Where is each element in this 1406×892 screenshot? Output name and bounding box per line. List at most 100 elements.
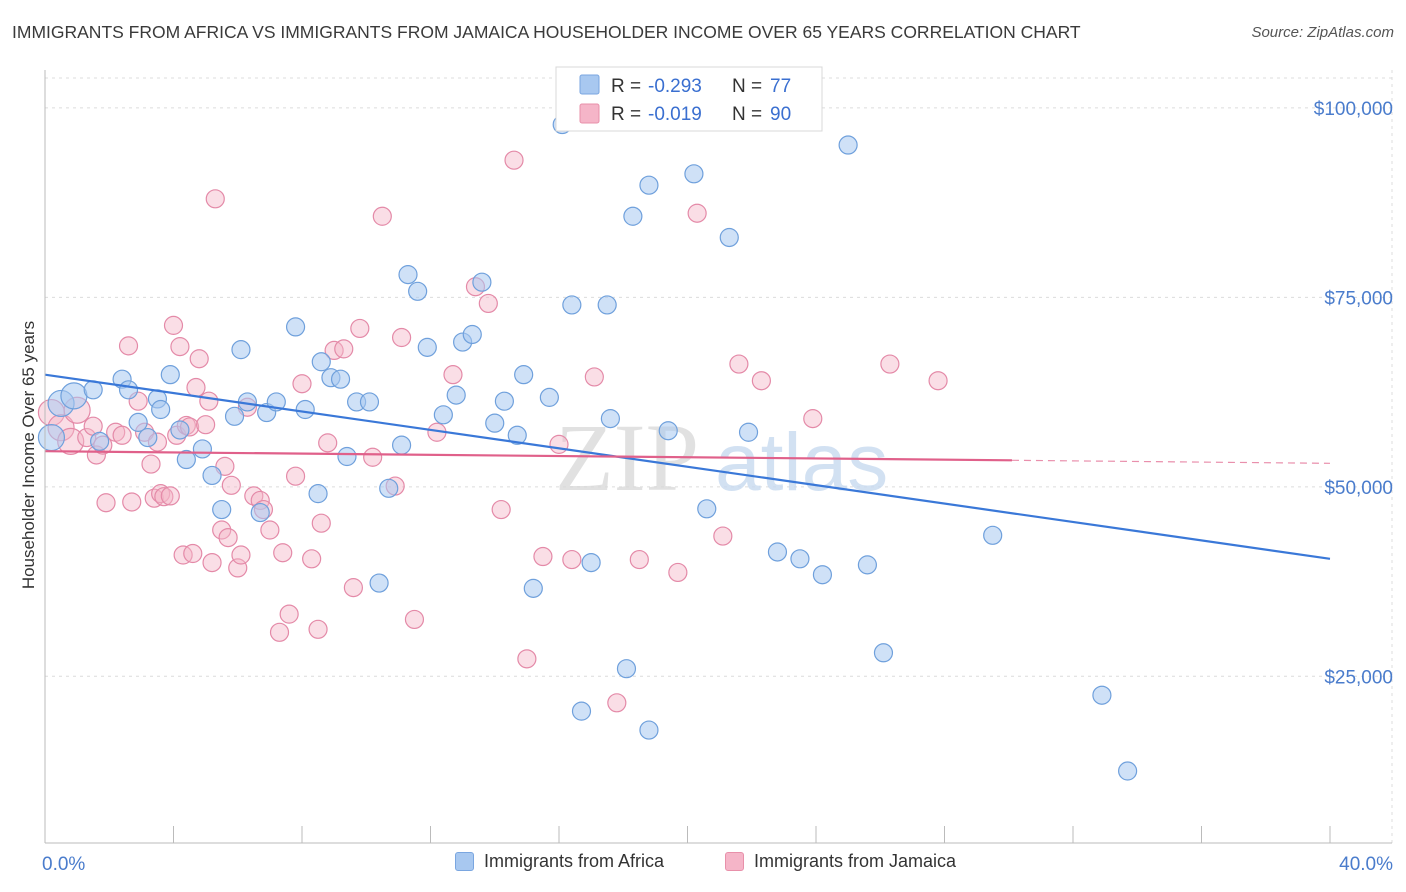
point-africa-37	[417, 337, 437, 357]
point-africa-15	[202, 465, 222, 486]
point-jamaica-28	[186, 377, 206, 398]
y-tick-labels: $25,000 $50,000 $75,000 $100,000	[1314, 99, 1393, 688]
trend-line-africa	[44, 373, 1331, 560]
x-tick-labels: 0.0% 40.0%	[42, 854, 1393, 875]
point-jamaica-66	[478, 293, 498, 314]
point-jamaica-62	[404, 609, 425, 630]
legend-label-africa: Immigrants from Africa	[484, 851, 665, 871]
point-africa-50	[562, 295, 582, 315]
point-jamaica-71	[549, 434, 569, 454]
y-tick-label-1: $50,000	[1324, 478, 1393, 499]
point-jamaica-46	[273, 543, 293, 563]
point-africa-39	[446, 385, 466, 405]
point-africa-16	[212, 499, 232, 520]
y-tick-label-2: $75,000	[1324, 288, 1393, 309]
point-jamaica-72	[562, 549, 582, 570]
point-africa-7	[128, 412, 148, 432]
point-jamaica-58	[363, 447, 383, 467]
point-jamaica-23	[170, 337, 190, 357]
point-africa-35	[398, 265, 418, 285]
point-jamaica-56	[343, 578, 363, 598]
legend-item-jamaica: Immigrants from Jamaica	[725, 851, 956, 872]
point-jamaica-51	[308, 619, 328, 639]
point-jamaica-67	[491, 499, 511, 520]
axes	[44, 70, 1392, 844]
point-africa-42	[472, 272, 492, 292]
point-africa-17	[224, 406, 245, 426]
point-africa-41	[462, 324, 482, 345]
point-jamaica-47	[279, 604, 299, 624]
point-africa-28	[330, 369, 351, 389]
point-africa-62	[719, 227, 739, 248]
point-africa-43	[485, 413, 505, 433]
point-africa-18	[231, 340, 251, 360]
point-jamaica-8	[96, 493, 116, 513]
gridlines	[45, 70, 1393, 843]
legend-label-jamaica: Immigrants from Jamaica	[754, 851, 957, 871]
point-africa-58	[639, 175, 659, 195]
point-jamaica-59	[372, 206, 392, 226]
point-africa-68	[857, 555, 878, 575]
point-africa-4	[90, 431, 110, 451]
point-jamaica-32	[202, 552, 222, 573]
point-jamaica-76	[668, 562, 688, 583]
point-jamaica-50	[302, 549, 322, 569]
point-africa-56	[623, 206, 643, 226]
point-africa-23	[285, 317, 306, 337]
point-africa-53	[597, 295, 617, 315]
point-jamaica-79	[729, 354, 749, 374]
point-jamaica-75	[629, 549, 649, 570]
point-jamaica-83	[928, 371, 948, 391]
stats-n-value-jamaica: 90	[770, 104, 791, 125]
point-africa-54	[600, 409, 621, 429]
point-jamaica-49	[292, 374, 312, 394]
point-jamaica-73	[584, 367, 604, 387]
point-jamaica-48	[285, 466, 306, 486]
point-africa-0	[37, 423, 66, 452]
point-africa-29	[337, 446, 357, 467]
point-jamaica-36	[218, 527, 238, 548]
point-jamaica-27	[183, 543, 203, 564]
point-africa-34	[391, 435, 412, 455]
point-africa-61	[697, 499, 717, 519]
point-jamaica-44	[260, 520, 280, 540]
point-africa-52	[581, 552, 601, 573]
point-jamaica-69	[517, 649, 537, 669]
point-africa-46	[514, 365, 534, 385]
point-africa-70	[983, 525, 1003, 545]
point-jamaica-29	[189, 349, 209, 369]
point-africa-71	[1092, 685, 1112, 705]
point-jamaica-10	[112, 425, 132, 445]
point-africa-72	[1118, 761, 1138, 781]
legend-swatch-africa	[455, 852, 474, 871]
point-jamaica-54	[324, 340, 344, 361]
point-jamaica-19	[154, 487, 174, 507]
point-africa-69	[873, 643, 894, 663]
point-africa-20	[250, 502, 270, 523]
y-tick-label-3: $100,000	[1314, 99, 1393, 120]
point-jamaica-77	[687, 203, 707, 223]
point-africa-59	[658, 421, 678, 441]
chart-title: IMMIGRANTS FROM AFRICA VS IMMIGRANTS FRO…	[12, 22, 1081, 42]
point-jamaica-20	[160, 486, 180, 506]
point-africa-8	[138, 427, 158, 448]
point-jamaica-78	[713, 526, 733, 546]
point-jamaica-30	[196, 415, 216, 435]
point-africa-44	[494, 391, 514, 411]
point-africa-25	[308, 484, 328, 504]
stats-n-label-africa: N =	[732, 76, 762, 97]
point-jamaica-24	[173, 545, 193, 565]
point-jamaica-21	[163, 315, 184, 335]
point-africa-26	[311, 352, 331, 372]
stats-legend: R = -0.293 N = 77 R = -0.019 N = 90	[555, 66, 823, 132]
point-jamaica-55	[334, 339, 354, 359]
source-credit: Source: ZipAtlas.com	[1251, 24, 1394, 41]
trend-line-jamaica	[44, 450, 1012, 462]
point-africa-31	[359, 392, 380, 412]
stats-r-value-jamaica: -0.019	[648, 104, 702, 125]
point-jamaica-39	[231, 545, 251, 565]
point-africa-45	[507, 425, 527, 445]
point-africa-36	[408, 281, 428, 301]
trend-line-jamaica-extension	[1011, 459, 1331, 464]
stats-swatch-africa	[579, 74, 600, 95]
